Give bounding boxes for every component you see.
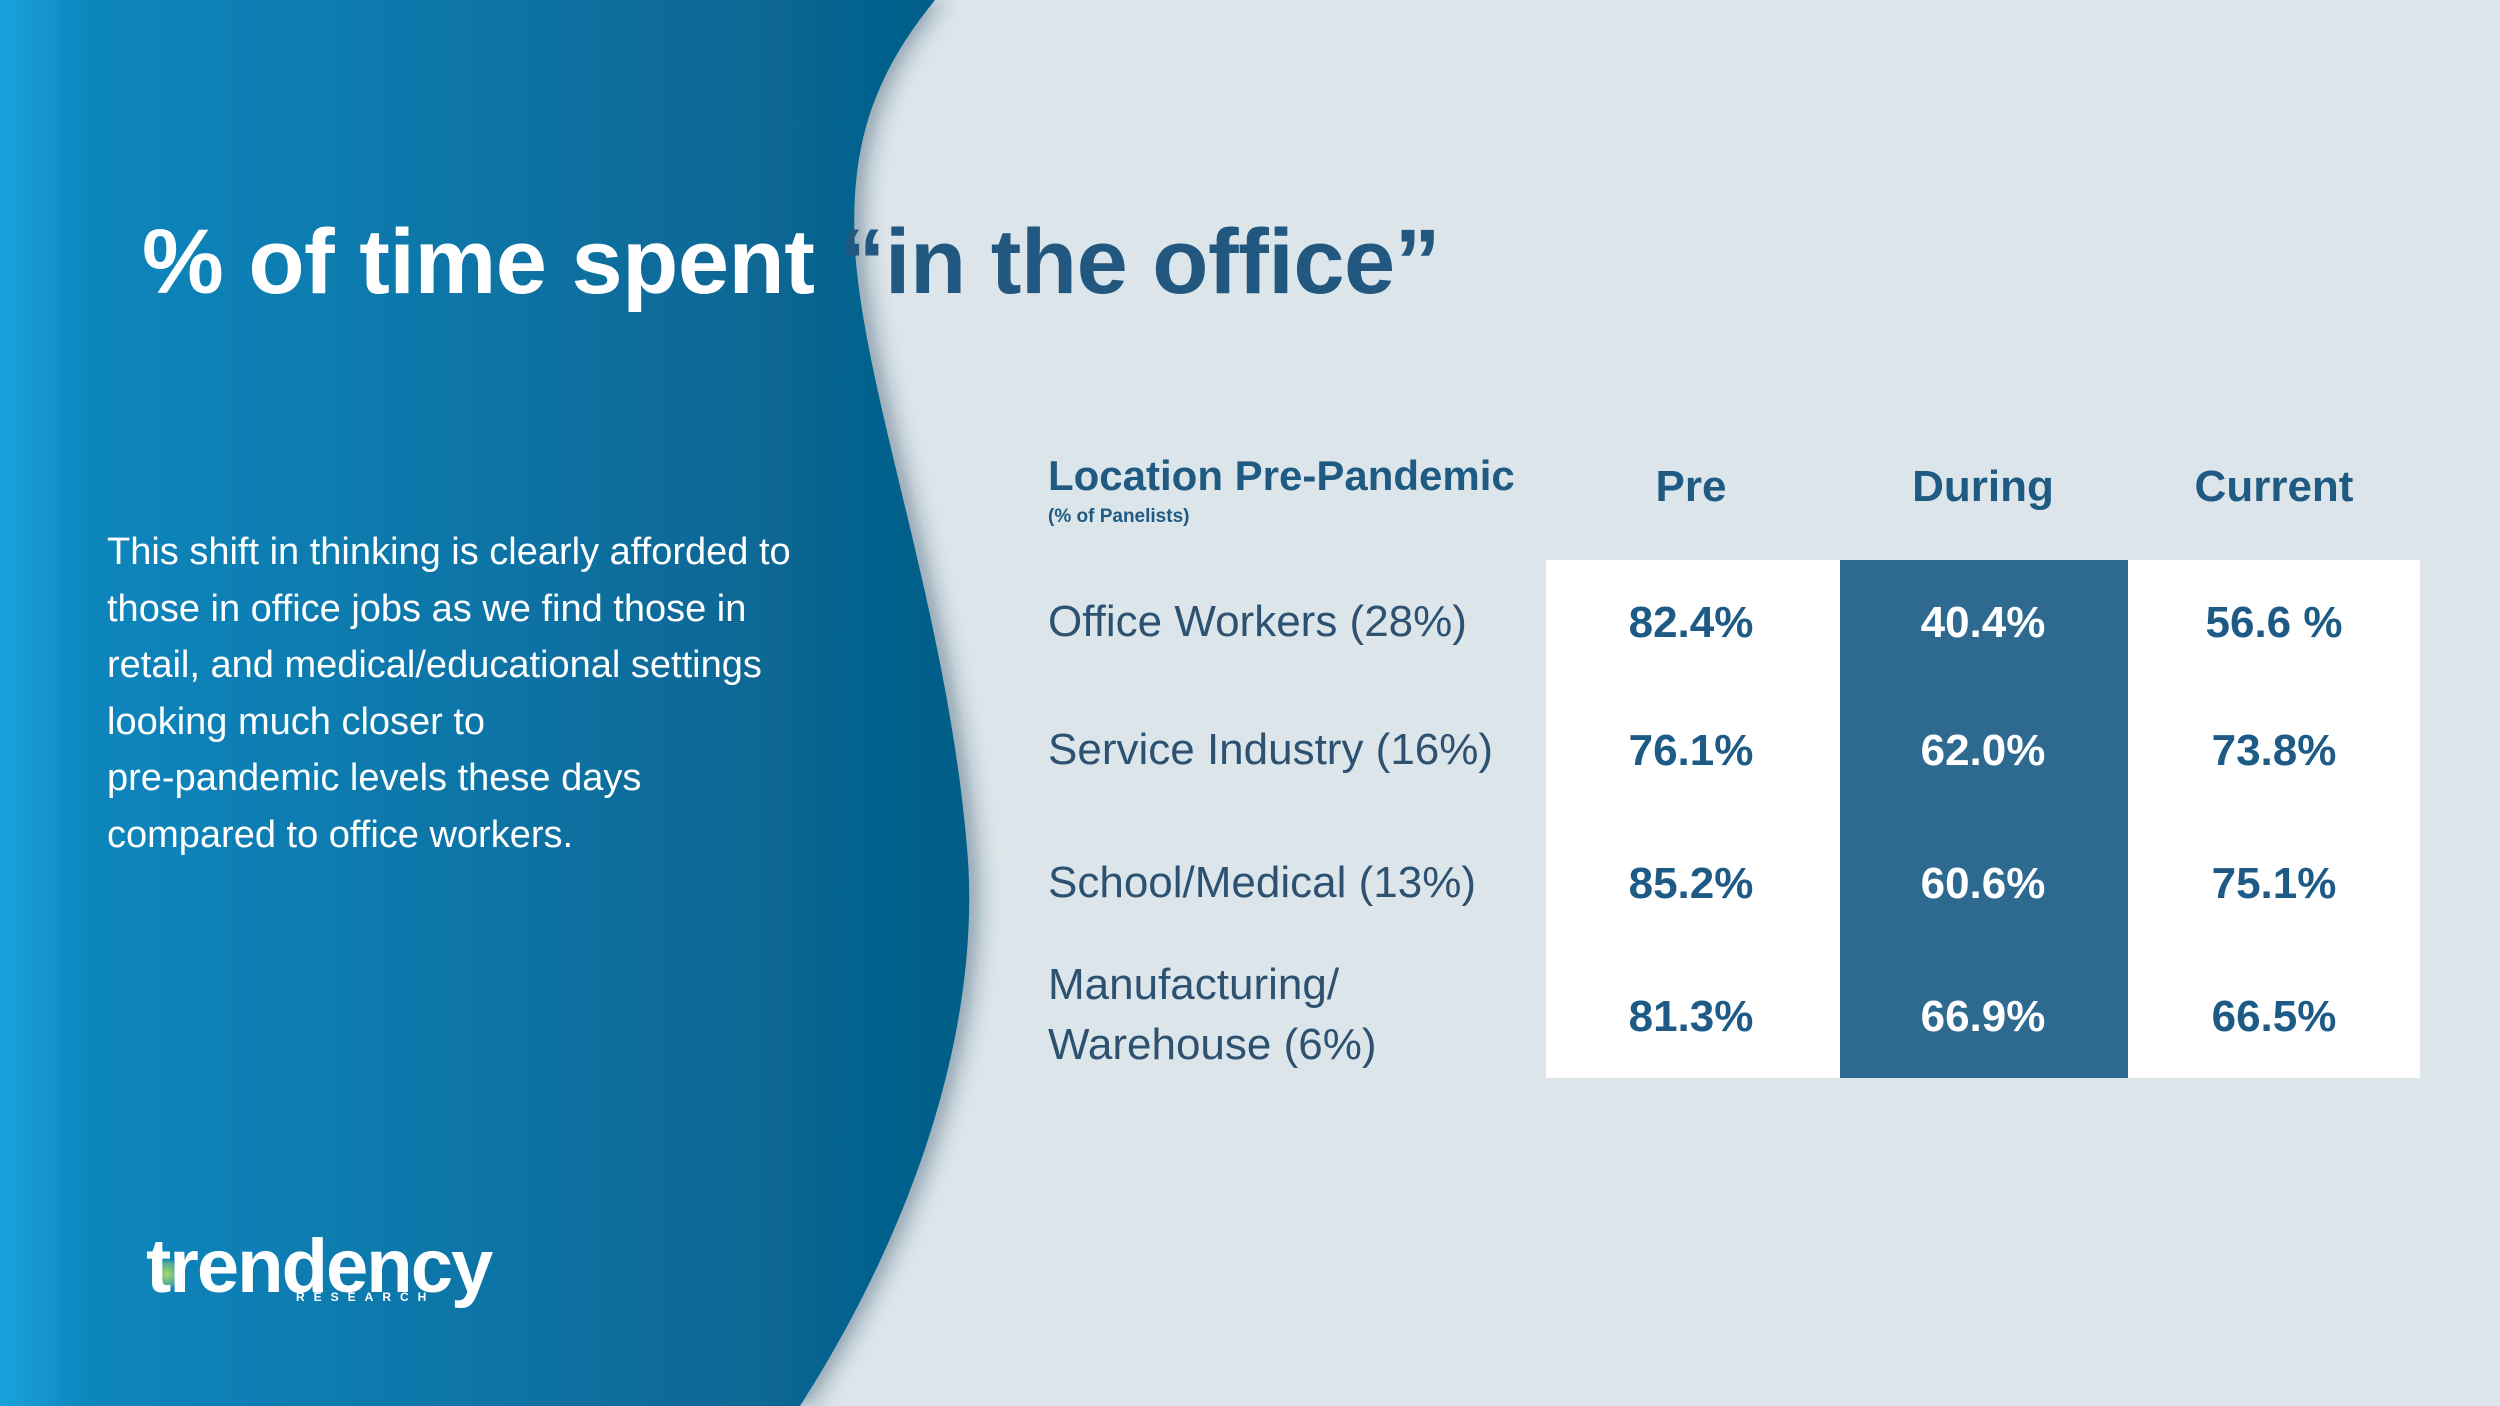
page-title: % of time spent “in the office” bbox=[142, 210, 1441, 315]
description-text: This shift in thinking is clearly afford… bbox=[107, 524, 867, 863]
table-header-location: Location Pre-Pandemic bbox=[1048, 452, 1515, 499]
cell-manufacturing-during: 66.9% bbox=[1920, 992, 2046, 1041]
logo-subtitle: RESEARCH bbox=[296, 1290, 436, 1304]
column-header-pre: Pre bbox=[1655, 462, 1727, 511]
row-label-service-industry: Service Industry (16%) bbox=[1048, 725, 1494, 774]
column-during-background bbox=[1840, 560, 2128, 1078]
cell-school-current: 75.1% bbox=[2211, 859, 2337, 908]
row-label-school-medical: School/Medical (13%) bbox=[1048, 858, 1476, 907]
description-line: retail, and medical/educational settings bbox=[107, 644, 762, 686]
description-line: This shift in thinking is clearly afford… bbox=[107, 531, 791, 573]
cell-manufacturing-current: 66.5% bbox=[2211, 992, 2337, 1041]
cell-school-during: 60.6% bbox=[1920, 859, 2046, 908]
trendency-logo: trendency bbox=[146, 1224, 493, 1309]
description-line: looking much closer to bbox=[107, 700, 486, 743]
title-part-blue: “in the office” bbox=[839, 211, 1441, 313]
column-current-background bbox=[2128, 560, 2420, 1078]
column-header-during: During bbox=[1912, 462, 2054, 511]
column-header-current: Current bbox=[2194, 462, 2354, 511]
logo-dot-icon bbox=[152, 1259, 182, 1289]
table-header-sublabel: (% of Panelists) bbox=[1048, 506, 1190, 527]
cell-school-pre: 85.2% bbox=[1628, 859, 1754, 908]
column-pre-background bbox=[1546, 560, 1840, 1078]
description-line: pre-pandemic levels these days bbox=[107, 757, 642, 799]
row-label-manufacturing: Manufacturing/ Warehouse (6%) bbox=[1048, 960, 1377, 1069]
cell-office-during: 40.4% bbox=[1920, 598, 2046, 647]
row-label-office-workers: Office Workers (28%) bbox=[1048, 597, 1467, 646]
cell-office-current: 56.6 % bbox=[2205, 598, 2343, 647]
description-line: compared to office workers. bbox=[107, 813, 574, 856]
cell-service-current: 73.8% bbox=[2211, 726, 2337, 775]
description-line: those in office jobs as we find those in bbox=[107, 587, 747, 630]
title-part-white: % of time spent bbox=[142, 211, 815, 313]
cell-office-pre: 82.4% bbox=[1628, 598, 1754, 647]
cell-service-pre: 76.1% bbox=[1628, 726, 1754, 775]
cell-service-during: 62.0% bbox=[1920, 726, 2046, 775]
cell-manufacturing-pre: 81.3% bbox=[1628, 992, 1754, 1041]
logo-wordmark: trendency bbox=[146, 1224, 493, 1309]
